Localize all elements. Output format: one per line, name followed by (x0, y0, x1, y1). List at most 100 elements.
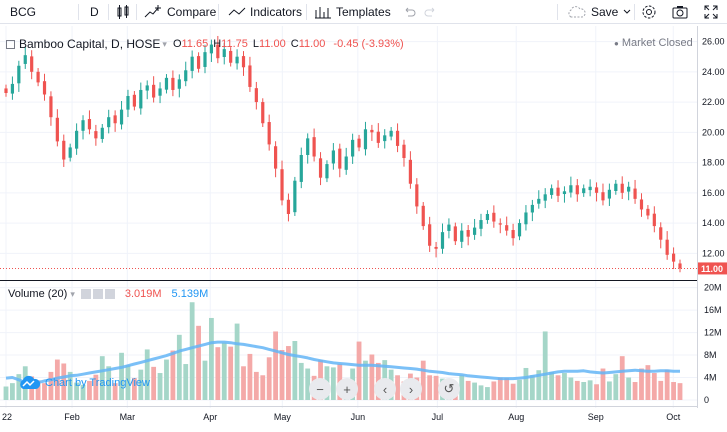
reset-chart-button[interactable]: ↺ (438, 378, 460, 400)
price-tick-label: 16.00 (702, 188, 725, 198)
legend-title: Bamboo Capital, D, HOSE (19, 37, 161, 51)
candle-body (402, 144, 406, 159)
price-pane[interactable] (0, 26, 727, 280)
candle-body (107, 117, 111, 128)
high-value: 11.75 (221, 38, 248, 50)
candle-body (665, 239, 669, 255)
candle-body (261, 102, 265, 124)
candle-body (209, 44, 214, 54)
time-tick-label: Jun (351, 412, 366, 422)
pane-divider[interactable] (0, 280, 697, 281)
volume-bar (10, 383, 15, 400)
collapse-icon[interactable] (6, 39, 15, 49)
fullscreen-button[interactable] (704, 0, 718, 24)
time-tick-label: Jul (432, 412, 444, 422)
price-chart[interactable] (0, 26, 697, 280)
volume-bar (292, 341, 298, 400)
volume-bar (363, 360, 368, 400)
volume-bar (241, 366, 246, 400)
eye-icon[interactable] (80, 289, 91, 299)
chevron-down-icon[interactable]: ▾ (162, 38, 167, 49)
candle-body (274, 146, 278, 169)
candle-body (363, 129, 368, 150)
interval-button[interactable]: D (90, 0, 99, 24)
volume-bar (671, 382, 676, 400)
toolbar-divider (634, 4, 635, 20)
volume-bar (472, 382, 477, 400)
interval-label: D (90, 5, 99, 19)
zoom-in-button[interactable]: + (336, 378, 358, 400)
candle-body (17, 65, 21, 84)
compare-button[interactable]: Compare (144, 0, 216, 24)
volume-tick-label: 12M (704, 328, 722, 338)
volume-bar (677, 383, 683, 400)
volume-bar (209, 317, 214, 400)
price-axis[interactable]: 26.00 24.00 22.00 20.00 18.00 16.00 14.00 12.00… (697, 26, 727, 408)
undo-button[interactable] (402, 0, 416, 24)
candle-body (389, 130, 393, 137)
volume-bar (549, 371, 555, 400)
candle-body (132, 94, 136, 107)
symbol-search[interactable]: BCG (10, 0, 36, 24)
volume-bar (196, 325, 201, 400)
candle-body (55, 117, 59, 142)
settings-icon[interactable] (92, 289, 103, 299)
candle-body (10, 83, 15, 94)
volume-tick-label: 20M (704, 283, 722, 293)
scroll-left-button[interactable]: ‹ (374, 378, 396, 400)
chevron-right-icon: › (408, 381, 414, 397)
chevron-down-icon[interactable]: ▾ (70, 288, 75, 299)
candle-body (537, 198, 541, 204)
candle-body (453, 226, 457, 242)
tradingview-watermark[interactable]: Chart by TradingView (18, 374, 150, 392)
price-tick-label: 20.00 (702, 127, 725, 137)
volume-ma-line (5, 340, 680, 385)
volume-bar (61, 363, 67, 400)
settings-button[interactable] (641, 0, 657, 24)
candle-body (460, 230, 464, 242)
candle-body (614, 183, 618, 191)
volume-bar (112, 383, 118, 400)
volume-bar (157, 373, 163, 400)
volume-bar (189, 302, 195, 400)
price-axis-scale[interactable]: 26.00 24.00 22.00 20.00 18.00 16.00 14.00 12.00… (698, 26, 727, 408)
candle-body (588, 186, 592, 191)
main-legend: Bamboo Capital, D, HOSE ▾ O 11.65 H 11.75 … (6, 37, 404, 51)
zoom-out-button[interactable]: − (309, 378, 331, 400)
templates-label: Templates (336, 5, 391, 19)
time-axis[interactable]: 22 Feb Mar Apr May Jun Jul Aug Sep Oct (0, 406, 697, 426)
time-tick-label: Apr (203, 412, 217, 422)
time-tick-label: Sep (588, 412, 604, 422)
indicators-button[interactable]: Indicators (228, 0, 302, 24)
templates-button[interactable]: Templates (314, 0, 391, 24)
volume-tick-label: 0 (704, 395, 709, 405)
last-price-badge (698, 262, 727, 275)
volume-bar (215, 347, 221, 400)
candle-body (466, 230, 470, 237)
volume-bar (420, 360, 426, 400)
candle-body (620, 183, 624, 193)
volume-bar (574, 380, 580, 400)
candle-body (235, 56, 239, 64)
candle-body (216, 44, 220, 59)
volume-bar (170, 350, 176, 400)
candle-body (447, 224, 451, 231)
candle-body (421, 205, 425, 227)
candle-body (562, 191, 567, 195)
volume-bar (664, 369, 670, 400)
volume-bar (369, 354, 375, 400)
candle-body (498, 223, 502, 225)
close-label: C (290, 38, 299, 50)
screenshot-button[interactable] (672, 0, 688, 24)
chart-type-button[interactable] (116, 0, 130, 24)
last-price-label: 11.00 (701, 264, 723, 274)
candle-body (550, 188, 554, 195)
close-icon[interactable] (104, 289, 115, 299)
scroll-right-button[interactable]: › (400, 378, 422, 400)
candle-body (678, 263, 682, 269)
save-button[interactable]: Save (566, 0, 632, 24)
time-axis-scale[interactable]: 22 Feb Mar Apr May Jun Jul Aug Sep Oct (0, 407, 697, 427)
candle-body (196, 56, 201, 69)
candle-body (23, 55, 27, 64)
redo-button[interactable] (424, 0, 438, 24)
